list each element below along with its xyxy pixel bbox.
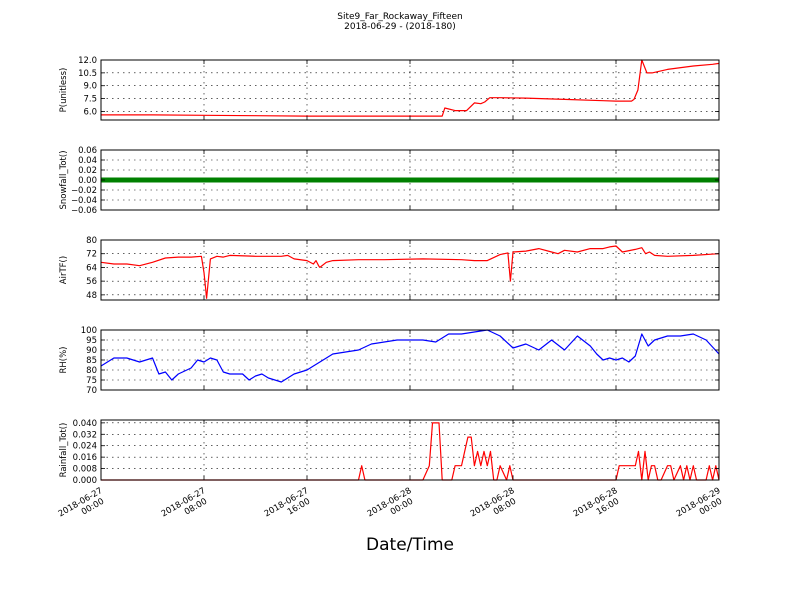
y-axis-label: Rainfall_Tot() — [59, 423, 69, 478]
series-line — [100, 245, 720, 299]
y-tick-label: 95 — [86, 336, 97, 346]
x-axis-label: Date/Time — [366, 535, 454, 555]
y-tick-label: 90 — [86, 346, 97, 356]
x-tick-label: 2018-06-2808:00 — [469, 486, 522, 528]
y-tick-label: 100 — [81, 326, 97, 336]
x-tick-label: 2018-06-2708:00 — [160, 486, 213, 528]
y-axis-label: AirTF() — [59, 256, 69, 284]
y-axis-label: P(unitless) — [59, 68, 69, 113]
x-tick-label: 2018-06-2716:00 — [263, 486, 316, 528]
y-tick-label: 0.024 — [73, 442, 97, 452]
y-tick-label: 0.06 — [78, 146, 97, 156]
y-tick-label: 80 — [86, 366, 97, 376]
x-tick-label: 2018-06-2900:00 — [675, 486, 728, 528]
y-tick-label: 0.032 — [73, 430, 97, 440]
chart-subtitle: 2018-06-29 - (2018-180) — [344, 22, 456, 32]
panel-1: 6.0 7.5 9.0 10.5 12.0 P(unitless) — [59, 56, 720, 121]
y-tick-label: 80 — [86, 236, 97, 246]
panels: 6.0 7.5 9.0 10.5 12.0 P(unitless) −0.06−0.04−0… — [57, 56, 728, 528]
series-line — [101, 59, 720, 117]
y-tick-label: 0.02 — [78, 166, 97, 176]
y-tick-label: 9.0 — [83, 82, 97, 92]
y-tick-label: 12.0 — [78, 56, 97, 66]
y-tick-label: 0.008 — [73, 465, 97, 475]
y-tick-label: 7.5 — [83, 95, 97, 105]
y-tick-label: 10.5 — [78, 69, 97, 79]
x-tick-label: 2018-06-2800:00 — [366, 486, 419, 528]
series-line — [100, 329, 720, 383]
x-tick-label: 2018-06-2700:00 — [57, 486, 110, 528]
y-tick-label: 56 — [86, 277, 97, 287]
y-tick-label: 85 — [86, 356, 97, 366]
y-axis-label: RH(%) — [59, 346, 69, 373]
y-tick-label: 0.000 — [73, 476, 97, 486]
y-tick-label: 0.040 — [73, 419, 97, 429]
y-tick-label: 70 — [86, 386, 97, 396]
y-tick-label: −0.04 — [71, 196, 97, 206]
y-tick-label: 6.0 — [83, 107, 97, 117]
y-tick-label: 0.04 — [78, 156, 97, 166]
panel-2: −0.06−0.04−0.020.000.020.040.06 Snowfall_… — [59, 146, 720, 216]
y-tick-label: 75 — [86, 376, 97, 386]
y-tick-label: 0.016 — [73, 453, 97, 463]
panel-3: 48 56 64 72 80 AirTF() — [59, 236, 720, 301]
y-tick-label: 64 — [86, 263, 97, 273]
chart-title: Site9_Far_Rockaway_Fifteen — [337, 12, 463, 22]
y-tick-label: 72 — [86, 250, 97, 260]
y-axis-label: Snowfall_Tot() — [59, 150, 69, 209]
y-tick-label: −0.06 — [71, 206, 97, 216]
x-tick-label: 2018-06-2816:00 — [572, 486, 625, 528]
y-tick-label: −0.02 — [71, 186, 97, 196]
y-tick-label: 0.00 — [78, 176, 97, 186]
y-tick-label: 48 — [86, 291, 97, 301]
